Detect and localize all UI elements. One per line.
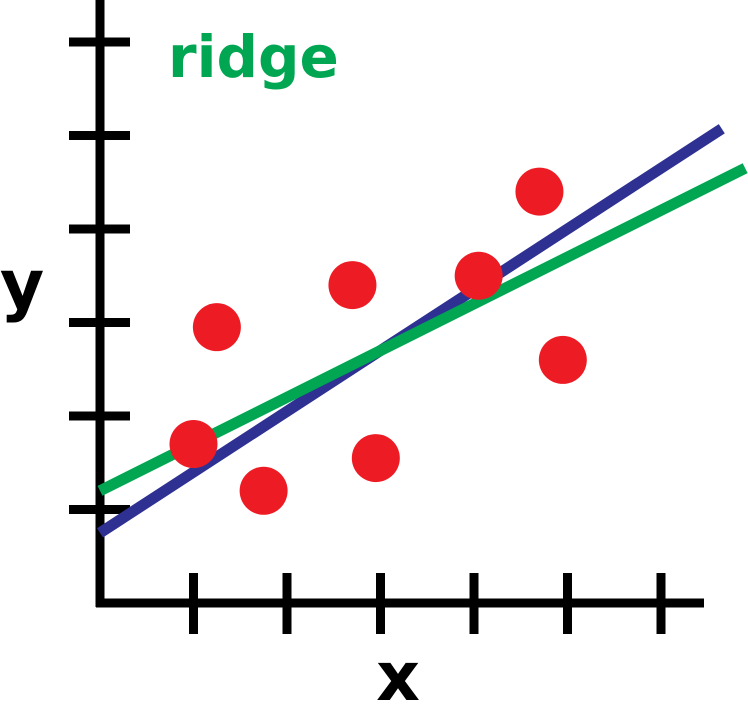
scatter-point (515, 167, 564, 216)
scatter-point (192, 303, 241, 352)
scatter-point (454, 251, 503, 300)
ridge-legend-label: ridge (168, 23, 339, 91)
x-axis-label: x (376, 638, 420, 717)
scatter-point (169, 420, 218, 469)
scatter-point (328, 261, 377, 310)
scatter-points (169, 167, 587, 515)
scatter-point (538, 335, 587, 384)
scatter-point (239, 466, 288, 515)
scatter-point (351, 434, 400, 483)
y-axis-label: y (0, 246, 44, 325)
axes (69, 0, 704, 634)
